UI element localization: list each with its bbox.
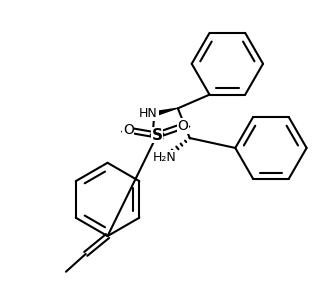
Text: S: S	[152, 128, 163, 143]
Polygon shape	[157, 108, 177, 115]
Text: H₂N: H₂N	[153, 151, 177, 164]
Text: O: O	[177, 119, 188, 133]
Text: O: O	[123, 123, 134, 137]
Text: HN: HN	[139, 107, 157, 120]
